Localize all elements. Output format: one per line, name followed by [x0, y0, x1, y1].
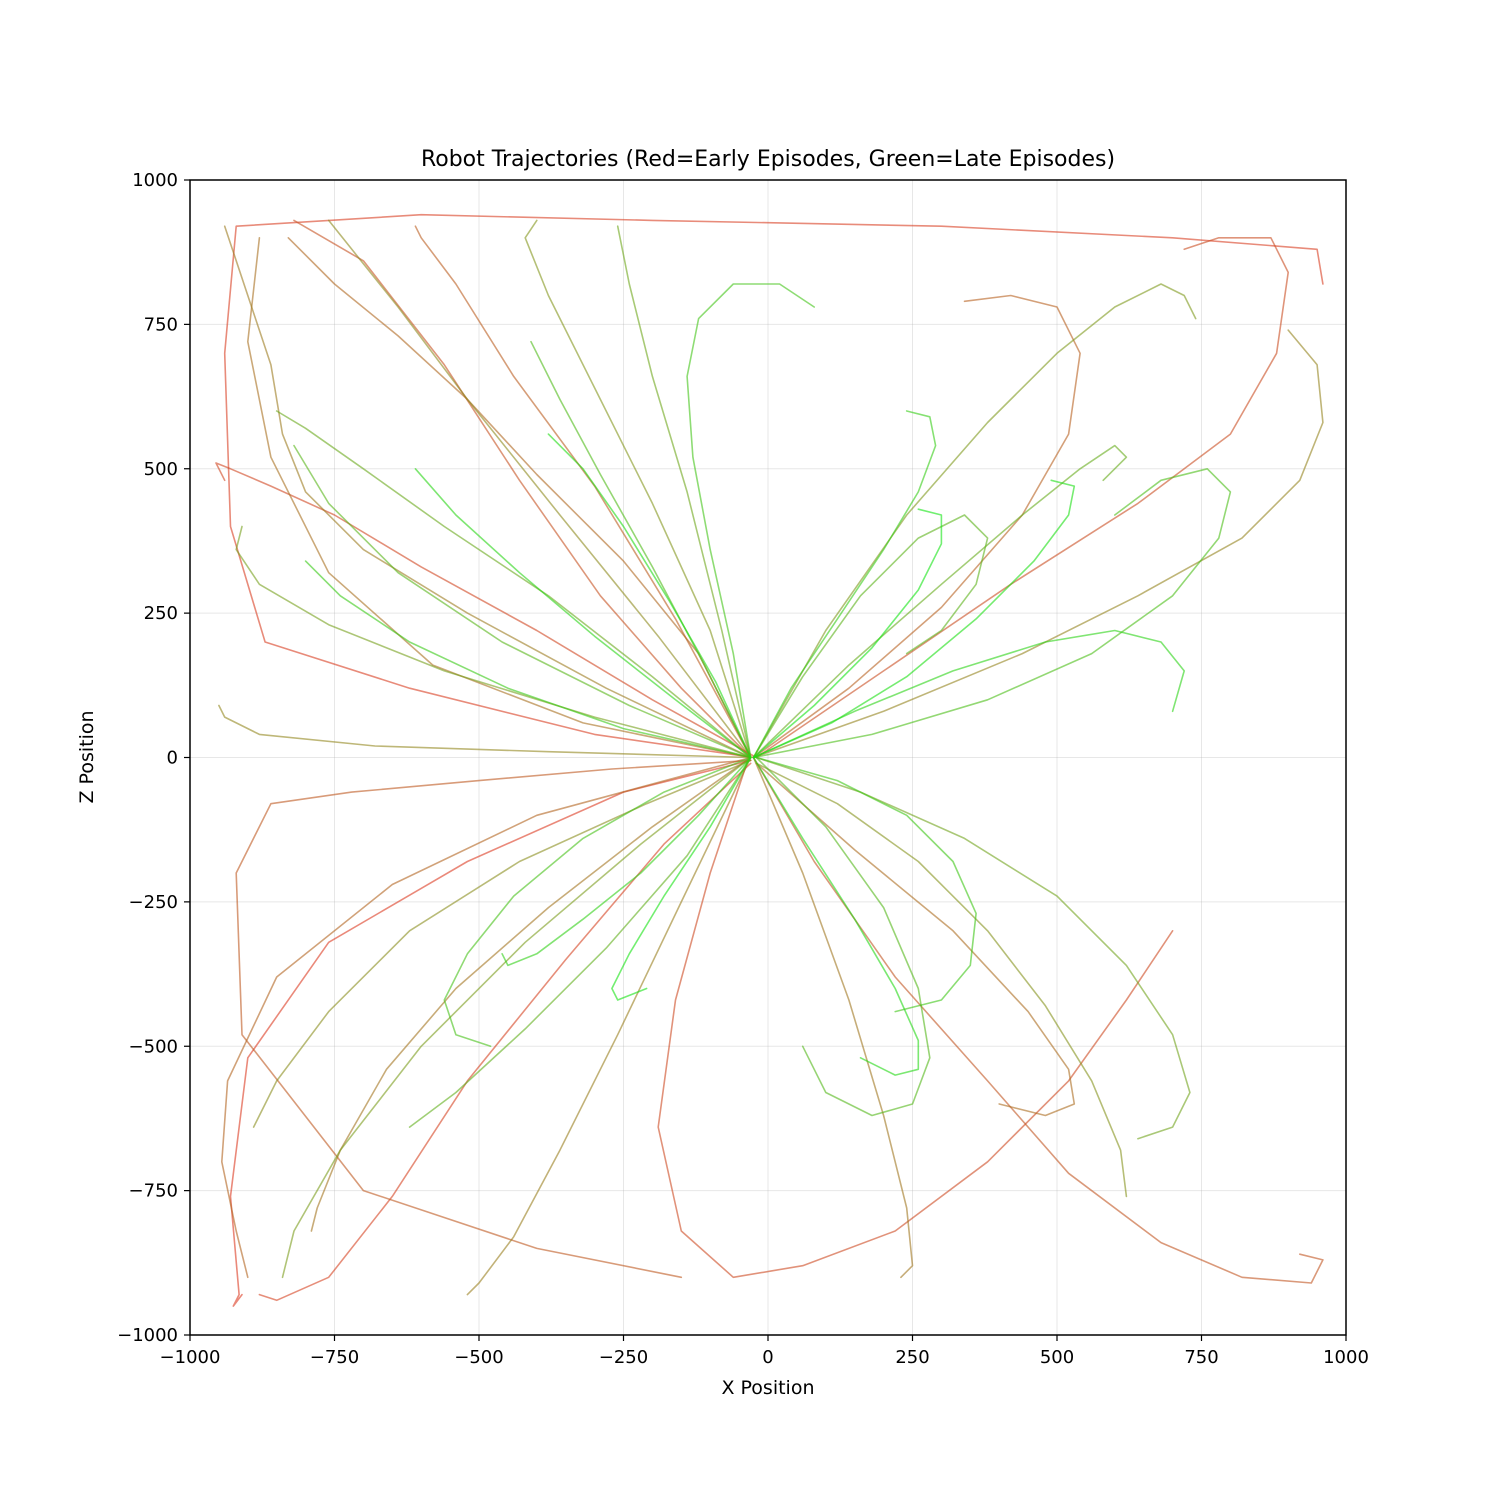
trajectory-line: [755, 762, 1076, 1117]
trajectory-line: [752, 467, 1232, 759]
trajectory-line: [524, 219, 752, 759]
y-tick-label: 250: [144, 603, 178, 624]
trajectory-line: [686, 283, 816, 759]
trajectory-line: [293, 444, 752, 759]
trajectory-line: [221, 756, 752, 1279]
trajectory-line: [752, 756, 914, 1279]
trajectory-line: [293, 219, 752, 759]
trajectory-line: [304, 560, 752, 759]
y-tick-label: −1000: [117, 1325, 178, 1346]
x-axis-label: X Position: [721, 1377, 814, 1399]
trajectory-line: [247, 237, 752, 759]
trajectory-line: [223, 213, 1324, 759]
x-tick-label: 1000: [1323, 1347, 1369, 1368]
trajectory-line: [752, 479, 1076, 759]
trajectory-line: [755, 756, 931, 1117]
trajectory-line: [229, 759, 752, 1307]
trajectory-line: [755, 762, 1128, 1198]
trajectory-line: [752, 756, 920, 1076]
trajectory-line: [547, 433, 752, 759]
trajectory-line: [218, 704, 752, 759]
trajectory-line: [752, 444, 1128, 759]
y-tick-label: 500: [144, 459, 178, 480]
trajectory-line: [235, 525, 752, 759]
y-tick-label: −250: [129, 892, 178, 913]
x-tick-label: 500: [1040, 1347, 1074, 1368]
trajectory-line: [752, 410, 937, 759]
trajectory-line: [755, 756, 1191, 1140]
x-tick-label: −250: [599, 1347, 648, 1368]
trajectory-line: [327, 219, 752, 759]
trajectory-line: [414, 225, 752, 759]
trajectory-line: [752, 329, 1324, 759]
chart-title: Robot Trajectories (Red=Early Episodes, …: [421, 147, 1115, 172]
x-tick-label: −500: [454, 1347, 503, 1368]
trajectory-lines: [215, 213, 1324, 1307]
y-tick-label: −500: [129, 1036, 178, 1057]
trajectory-line: [657, 759, 1174, 1279]
trajectory-line: [752, 514, 989, 759]
trajectory-line: [443, 756, 752, 1048]
trajectory-line: [235, 759, 752, 1279]
trajectory-line: [215, 462, 758, 759]
trajectory-line: [408, 756, 752, 1128]
trajectory-line: [466, 756, 752, 1296]
trajectory-line: [755, 237, 1289, 759]
y-tick-label: −750: [129, 1181, 178, 1202]
trajectory-line: [755, 756, 977, 1013]
y-tick-label: 0: [167, 748, 178, 769]
trajectory-line: [752, 283, 1197, 759]
trajectory-line: [611, 756, 752, 1001]
trajectory-line: [530, 340, 752, 759]
trajectory-line: [252, 759, 752, 1128]
y-tick-label: 750: [144, 314, 178, 335]
y-axis-ticks: −1000 −750 −500 −250 0 250 500 750 1000: [117, 170, 190, 1346]
grid: [189, 179, 1347, 1336]
trajectory-line: [752, 294, 1081, 759]
trajectory-line: [501, 756, 752, 967]
x-tick-label: −1000: [160, 1347, 221, 1368]
trajectory-line: [752, 508, 943, 759]
trajectory-line: [281, 756, 752, 1279]
x-axis-ticks: −1000 −750 −500 −250 0 250 500 750 1000: [160, 1335, 1369, 1368]
x-tick-label: 0: [762, 1347, 773, 1368]
x-tick-label: 250: [895, 1347, 929, 1368]
trajectory-line: [310, 756, 752, 1232]
x-tick-label: 750: [1184, 1347, 1218, 1368]
trajectory-line: [616, 225, 752, 759]
trajectory-line: [287, 237, 752, 759]
trajectory-line: [275, 410, 752, 759]
trajectory-line: [258, 762, 752, 1302]
trajectory-line: [223, 225, 752, 759]
y-axis-label: Z Position: [76, 710, 98, 803]
x-tick-label: −750: [310, 1347, 359, 1368]
trajectory-line: [752, 629, 1185, 759]
trajectory-line: [414, 467, 752, 759]
y-tick-label: 1000: [132, 170, 178, 191]
